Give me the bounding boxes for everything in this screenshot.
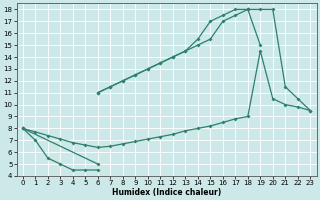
X-axis label: Humidex (Indice chaleur): Humidex (Indice chaleur) bbox=[112, 188, 221, 197]
